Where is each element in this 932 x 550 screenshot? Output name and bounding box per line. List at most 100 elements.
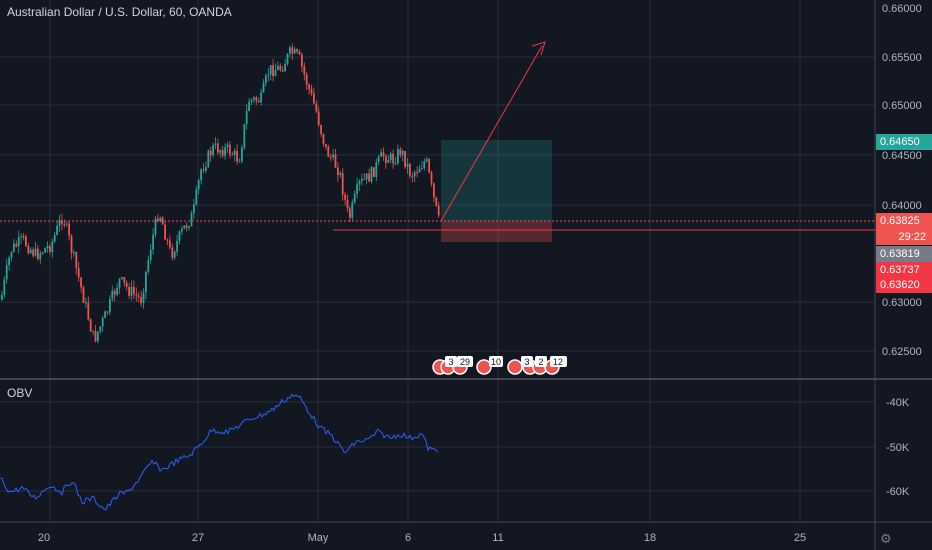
candle: [430, 172, 433, 184]
candle: [65, 223, 68, 225]
event-marker[interactable]: 10: [476, 356, 503, 375]
event-count: 12: [553, 357, 563, 367]
candle: [193, 204, 195, 214]
candle: [397, 149, 399, 164]
candle: [423, 161, 426, 169]
candle: [353, 193, 356, 203]
candle: [293, 49, 296, 54]
projection-arrow[interactable]: [440, 45, 543, 222]
candle: [339, 173, 342, 175]
candle: [82, 287, 85, 304]
candle: [279, 65, 282, 70]
candle: [17, 237, 20, 247]
candle: [313, 93, 315, 104]
entry-price-label: 0.63819: [876, 246, 932, 262]
candle: [416, 172, 418, 174]
candle: [29, 249, 32, 254]
candle: [92, 330, 94, 332]
candle: [46, 246, 49, 249]
candle: [195, 189, 198, 205]
candle: [145, 271, 147, 293]
candle: [296, 49, 298, 52]
candle: [101, 317, 104, 327]
event-marker[interactable]: 3 29: [432, 356, 473, 375]
gear-icon[interactable]: ⚙: [880, 531, 892, 546]
candle: [152, 234, 154, 250]
candle: [308, 84, 310, 90]
candle: [399, 149, 402, 155]
long-position-stop-zone[interactable]: [441, 221, 552, 242]
candle: [248, 101, 250, 112]
candle: [214, 143, 217, 145]
time-tick: 20: [37, 532, 51, 544]
candle: [123, 277, 126, 283]
candle: [241, 147, 243, 162]
candle: [125, 282, 128, 287]
candle: [202, 169, 205, 171]
candle: [190, 213, 193, 227]
candle: [411, 176, 414, 178]
candle: [224, 147, 226, 156]
candle: [149, 249, 152, 261]
candle: [135, 294, 138, 296]
price-tick: 0.65500: [882, 52, 922, 64]
obv-axis[interactable]: -40K -50K -60K: [886, 397, 910, 498]
candle: [128, 286, 130, 296]
long-position-target-zone[interactable]: [441, 140, 552, 221]
candle: [51, 241, 54, 253]
candle: [169, 240, 171, 248]
candle: [41, 252, 44, 254]
candle: [5, 265, 8, 280]
candle: [157, 218, 159, 222]
candle: [111, 290, 114, 299]
candle: [337, 167, 339, 175]
obv-indicator-title[interactable]: OBV: [7, 386, 33, 400]
candle: [303, 66, 306, 75]
candle: [61, 220, 63, 225]
candle: [22, 236, 25, 238]
candle: [231, 154, 234, 156]
candle: [265, 75, 267, 84]
grid: [0, 0, 875, 522]
candle: [392, 153, 394, 164]
candle: [341, 173, 344, 195]
candle: [34, 248, 37, 256]
candle: [358, 180, 361, 185]
candle: [250, 99, 253, 102]
countdown-label: 29:22: [876, 229, 932, 245]
candle: [281, 69, 284, 72]
candle: [20, 236, 22, 238]
candle: [425, 159, 428, 162]
candle: [351, 202, 354, 218]
candle: [238, 161, 241, 163]
candle: [32, 249, 34, 256]
candle: [322, 133, 325, 144]
time-tick: 11: [492, 532, 504, 544]
candle: [327, 146, 330, 157]
obv-tick: -60K: [886, 486, 910, 498]
price-tick: 0.64000: [882, 200, 922, 212]
candle: [118, 278, 121, 288]
candle: [8, 257, 10, 266]
event-count: 29: [460, 357, 470, 367]
event-marker[interactable]: 3 2 12: [507, 356, 567, 375]
chart-title[interactable]: Australian Dollar / U.S. Dollar, 60, OAN…: [7, 5, 232, 19]
candle: [178, 231, 181, 241]
candle: [361, 178, 363, 181]
price-axis[interactable]: 0.66000 0.65500 0.65000 0.64500 0.64000 …: [882, 3, 922, 358]
candle: [226, 144, 229, 148]
candle: [106, 311, 109, 313]
obv-line: [0, 393, 439, 511]
candle: [200, 169, 202, 181]
candle: [260, 92, 262, 103]
candle: [387, 160, 390, 163]
candle: [344, 194, 346, 200]
candle: [99, 326, 102, 332]
candle: [404, 150, 406, 167]
candle: [137, 295, 140, 297]
event-count: 2: [538, 357, 543, 367]
candle: [27, 245, 30, 254]
candle: [409, 163, 411, 177]
candle: [68, 223, 70, 236]
